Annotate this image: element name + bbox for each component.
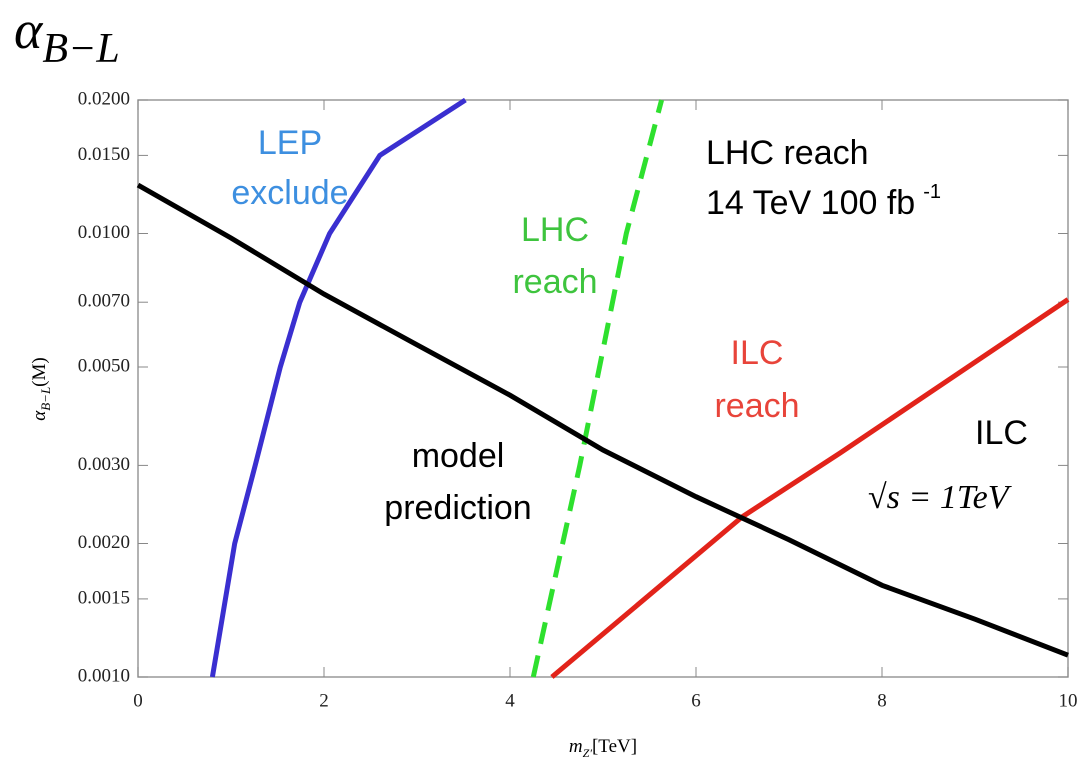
- y-label-symbol: α: [29, 410, 50, 421]
- annotation-superscript: -1: [923, 181, 941, 203]
- series-label: exclude: [231, 174, 348, 212]
- annotation: √s = 1TeV: [868, 479, 1013, 516]
- y-axis-label: αB−L(M): [29, 357, 53, 421]
- series-label: LHC: [521, 211, 589, 249]
- y-label-subscript: B−L: [38, 387, 53, 411]
- series-label: reach: [512, 263, 597, 301]
- series-label: ILC: [731, 334, 784, 372]
- title-symbol: α: [14, 0, 44, 60]
- x-tick-label: 8: [877, 690, 887, 711]
- chart-title: αB−L: [14, 0, 120, 72]
- y-tick-label: 0.0010: [78, 665, 130, 686]
- x-tick-label: 4: [505, 690, 515, 711]
- plot-frame: [137, 99, 1069, 678]
- y-tick-label: 0.0020: [78, 532, 130, 553]
- annotation-text: ILC: [975, 414, 1028, 452]
- y-tick-label: 0.0150: [78, 144, 130, 165]
- annotation: LHC reach: [706, 134, 869, 172]
- x-tick-label: 0: [133, 690, 143, 711]
- annotation-text: LHC reach: [706, 134, 869, 172]
- series-line: [136, 182, 1069, 658]
- series-label: LEP: [258, 124, 322, 162]
- annotation: ILC: [975, 414, 1028, 452]
- series-line: [530, 99, 665, 678]
- y-tick-label: 0.0050: [78, 355, 130, 376]
- y-label-suffix: (M): [29, 357, 50, 387]
- x-axis-label: mZ′[TeV]: [569, 736, 637, 760]
- series-label: prediction: [384, 489, 531, 527]
- x-tick-label: 6: [691, 690, 701, 711]
- annotation-text: 14 TeV 100 fb: [706, 184, 915, 222]
- title-subscript: B−L: [42, 26, 119, 72]
- series-line: [550, 297, 1070, 679]
- series-line: [209, 97, 467, 678]
- y-tick-label: 0.0100: [78, 222, 130, 243]
- series-label: model: [412, 437, 505, 475]
- x-tick-label: 2: [319, 690, 329, 711]
- series-label: reach: [714, 387, 799, 425]
- annotation: 14 TeV 100 fb -1: [706, 181, 941, 222]
- x-label-symbol: m: [569, 736, 583, 757]
- x-label-subscript: Z′: [583, 746, 593, 760]
- y-tick-label: 0.0030: [78, 454, 130, 475]
- y-tick-label: 0.0200: [78, 88, 130, 109]
- x-label-suffix: [TeV]: [592, 736, 637, 757]
- y-tick-label: 0.0015: [78, 587, 130, 608]
- y-tick-label: 0.0070: [78, 291, 130, 312]
- annotation-text: √s = 1TeV: [868, 479, 1013, 516]
- x-tick-label: 10: [1059, 690, 1078, 711]
